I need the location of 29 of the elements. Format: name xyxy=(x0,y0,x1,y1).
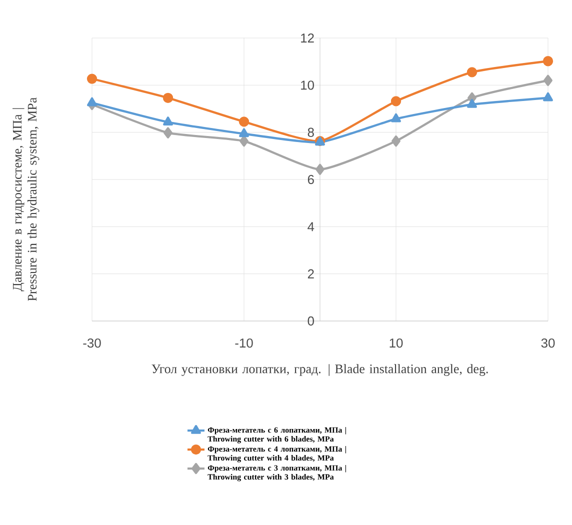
point xyxy=(467,98,477,108)
x-tick-label: 10 xyxy=(390,338,403,348)
y-tick-label: 6 xyxy=(308,174,314,184)
point xyxy=(238,116,250,127)
point xyxy=(87,97,97,106)
y-tick-label: 4 xyxy=(308,222,314,232)
point xyxy=(542,56,554,66)
y-tick-label: 10 xyxy=(301,80,314,90)
y-tick-label: 12 xyxy=(301,33,314,43)
point xyxy=(544,74,552,86)
y-tick-label: 0 xyxy=(308,316,314,326)
point xyxy=(543,92,553,102)
x-tick-label: 30 xyxy=(541,338,555,348)
point xyxy=(392,135,400,147)
point xyxy=(163,116,173,126)
point xyxy=(164,127,172,138)
x-tick-label: -30 xyxy=(83,338,101,348)
point xyxy=(86,74,98,84)
point xyxy=(239,128,249,138)
point xyxy=(466,67,478,78)
point xyxy=(316,164,324,175)
y-axis-title: Давление в гидросистеме, МПа | Pressure in the hydraulic system, MPa xyxy=(12,98,40,301)
y-tick-label: 8 xyxy=(308,128,314,137)
point xyxy=(391,113,401,122)
y-tick-label: 2 xyxy=(308,269,314,278)
x-axis-title: Угол установки лопатки, град. | Blade installation angle, deg. xyxy=(152,364,488,376)
x-tick-label: -10 xyxy=(235,338,253,348)
point xyxy=(390,96,402,106)
point xyxy=(162,92,174,103)
